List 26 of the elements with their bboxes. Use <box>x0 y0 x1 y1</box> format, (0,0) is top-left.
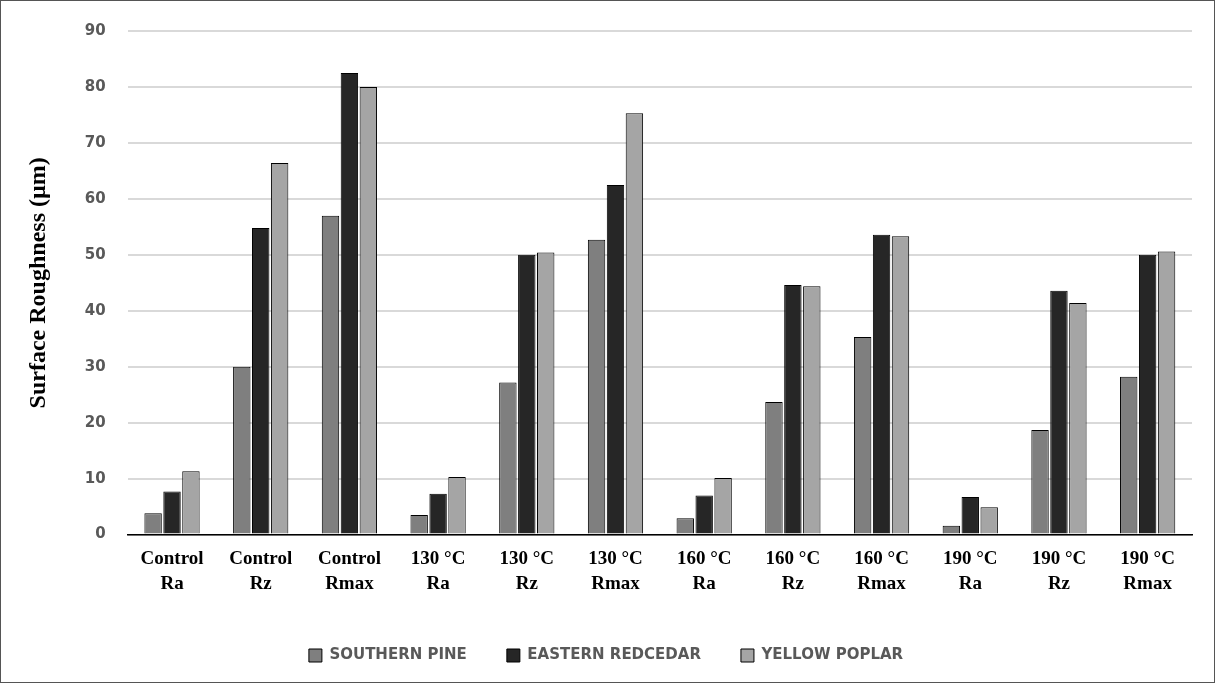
legend-label: SOUTHERN PINE <box>329 645 467 664</box>
x-tick-label: 130 °C Ra <box>410 546 466 593</box>
legend-label: EASTERN REDCEDAR <box>527 645 702 664</box>
legend-label: YELLOW POPLAR <box>760 645 904 664</box>
y-tick-label: 60 <box>84 188 106 207</box>
y-axis-title: Surface Roughness (µm) <box>23 157 50 409</box>
x-tick-label: 130 °C Rmax <box>588 546 643 593</box>
y-tick-label: 80 <box>84 76 106 95</box>
x-tick-label: 190 °C Rz <box>1031 546 1087 593</box>
x-tick-label: 130 °C Rz <box>499 546 555 593</box>
y-tick-label: 0 <box>95 524 106 543</box>
y-tick-label: 10 <box>84 468 106 487</box>
y-tick-label: 40 <box>84 300 106 319</box>
y-tick-label: 20 <box>84 412 106 431</box>
x-tick-label: 190 °C Ra <box>942 546 998 593</box>
x-tick-label: 190 °C Rmax <box>1120 546 1175 593</box>
y-tick-label: 30 <box>84 356 106 375</box>
x-tick-label: 160 °C Ra <box>676 546 732 593</box>
y-tick-label: 70 <box>84 132 106 151</box>
x-tick-label: 160 °C Rz <box>765 546 821 593</box>
x-tick-label: Control Ra <box>140 546 204 593</box>
x-tick-label: Control Rmax <box>317 546 381 593</box>
y-tick-label: 90 <box>84 20 106 39</box>
y-tick-label: 50 <box>84 244 106 263</box>
x-tick-label: Control Rz <box>229 546 293 593</box>
x-tick-label: 160 °C Rmax <box>854 546 909 593</box>
